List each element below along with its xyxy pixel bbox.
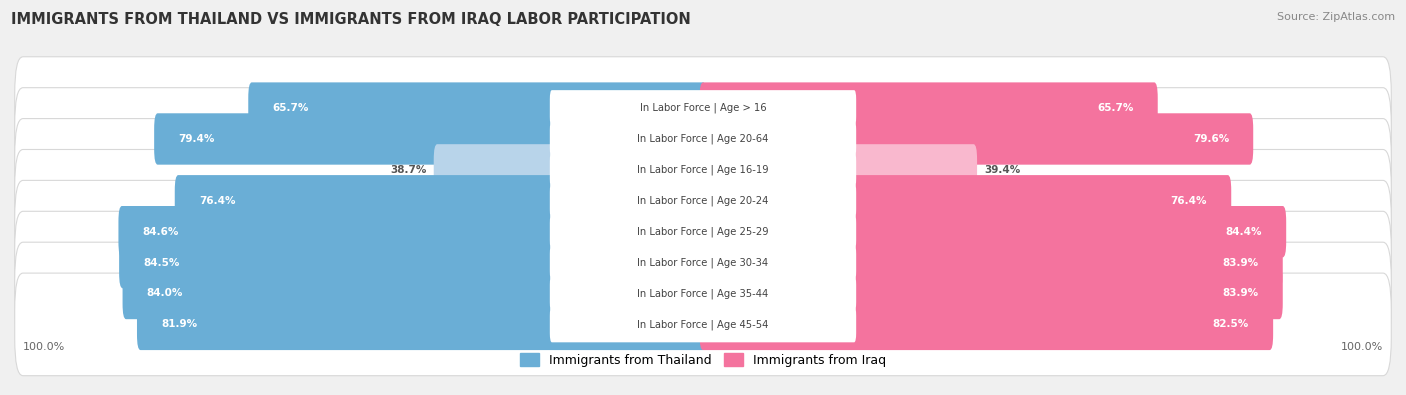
Text: 65.7%: 65.7% <box>273 103 309 113</box>
FancyBboxPatch shape <box>700 268 1282 319</box>
Text: In Labor Force | Age 16-19: In Labor Force | Age 16-19 <box>637 165 769 175</box>
Text: 76.4%: 76.4% <box>1171 196 1208 206</box>
Text: Source: ZipAtlas.com: Source: ZipAtlas.com <box>1277 12 1395 22</box>
FancyBboxPatch shape <box>120 237 706 288</box>
FancyBboxPatch shape <box>550 214 856 250</box>
FancyBboxPatch shape <box>550 276 856 311</box>
Text: In Labor Force | Age 20-24: In Labor Force | Age 20-24 <box>637 196 769 206</box>
FancyBboxPatch shape <box>122 268 706 319</box>
FancyBboxPatch shape <box>14 181 1392 283</box>
Text: 76.4%: 76.4% <box>198 196 235 206</box>
FancyBboxPatch shape <box>433 144 706 196</box>
FancyBboxPatch shape <box>118 206 706 258</box>
FancyBboxPatch shape <box>14 242 1392 345</box>
FancyBboxPatch shape <box>550 121 856 157</box>
Text: In Labor Force | Age 35-44: In Labor Force | Age 35-44 <box>637 288 769 299</box>
FancyBboxPatch shape <box>249 83 706 134</box>
FancyBboxPatch shape <box>700 237 1282 288</box>
Text: 100.0%: 100.0% <box>22 342 65 352</box>
Text: 65.7%: 65.7% <box>1097 103 1133 113</box>
FancyBboxPatch shape <box>550 183 856 219</box>
FancyBboxPatch shape <box>155 113 706 165</box>
FancyBboxPatch shape <box>700 206 1286 258</box>
Text: In Labor Force | Age 25-29: In Labor Force | Age 25-29 <box>637 226 769 237</box>
FancyBboxPatch shape <box>700 144 977 196</box>
Legend: Immigrants from Thailand, Immigrants from Iraq: Immigrants from Thailand, Immigrants fro… <box>515 348 891 372</box>
Text: In Labor Force | Age 45-54: In Labor Force | Age 45-54 <box>637 319 769 330</box>
FancyBboxPatch shape <box>14 273 1392 376</box>
FancyBboxPatch shape <box>14 57 1392 159</box>
FancyBboxPatch shape <box>550 245 856 280</box>
Text: In Labor Force | Age 30-34: In Labor Force | Age 30-34 <box>637 257 769 268</box>
FancyBboxPatch shape <box>14 118 1392 221</box>
Text: 38.7%: 38.7% <box>391 165 427 175</box>
Text: IMMIGRANTS FROM THAILAND VS IMMIGRANTS FROM IRAQ LABOR PARTICIPATION: IMMIGRANTS FROM THAILAND VS IMMIGRANTS F… <box>11 12 690 27</box>
FancyBboxPatch shape <box>700 83 1157 134</box>
Text: 83.9%: 83.9% <box>1223 258 1258 267</box>
Text: 81.9%: 81.9% <box>162 320 197 329</box>
Text: 100.0%: 100.0% <box>1341 342 1384 352</box>
Text: 84.0%: 84.0% <box>146 288 183 299</box>
Text: 84.4%: 84.4% <box>1226 227 1263 237</box>
Text: In Labor Force | Age 20-64: In Labor Force | Age 20-64 <box>637 134 769 144</box>
FancyBboxPatch shape <box>550 307 856 342</box>
FancyBboxPatch shape <box>14 149 1392 252</box>
FancyBboxPatch shape <box>174 175 706 226</box>
Text: 84.5%: 84.5% <box>143 258 180 267</box>
FancyBboxPatch shape <box>14 88 1392 190</box>
FancyBboxPatch shape <box>700 299 1274 350</box>
Text: 39.4%: 39.4% <box>984 165 1021 175</box>
FancyBboxPatch shape <box>550 152 856 188</box>
Text: In Labor Force | Age > 16: In Labor Force | Age > 16 <box>640 103 766 113</box>
FancyBboxPatch shape <box>14 211 1392 314</box>
Text: 79.6%: 79.6% <box>1192 134 1229 144</box>
Text: 83.9%: 83.9% <box>1223 288 1258 299</box>
FancyBboxPatch shape <box>700 175 1232 226</box>
FancyBboxPatch shape <box>550 90 856 126</box>
FancyBboxPatch shape <box>700 113 1253 165</box>
Text: 82.5%: 82.5% <box>1213 320 1249 329</box>
Text: 84.6%: 84.6% <box>142 227 179 237</box>
FancyBboxPatch shape <box>136 299 706 350</box>
Text: 79.4%: 79.4% <box>179 134 215 144</box>
